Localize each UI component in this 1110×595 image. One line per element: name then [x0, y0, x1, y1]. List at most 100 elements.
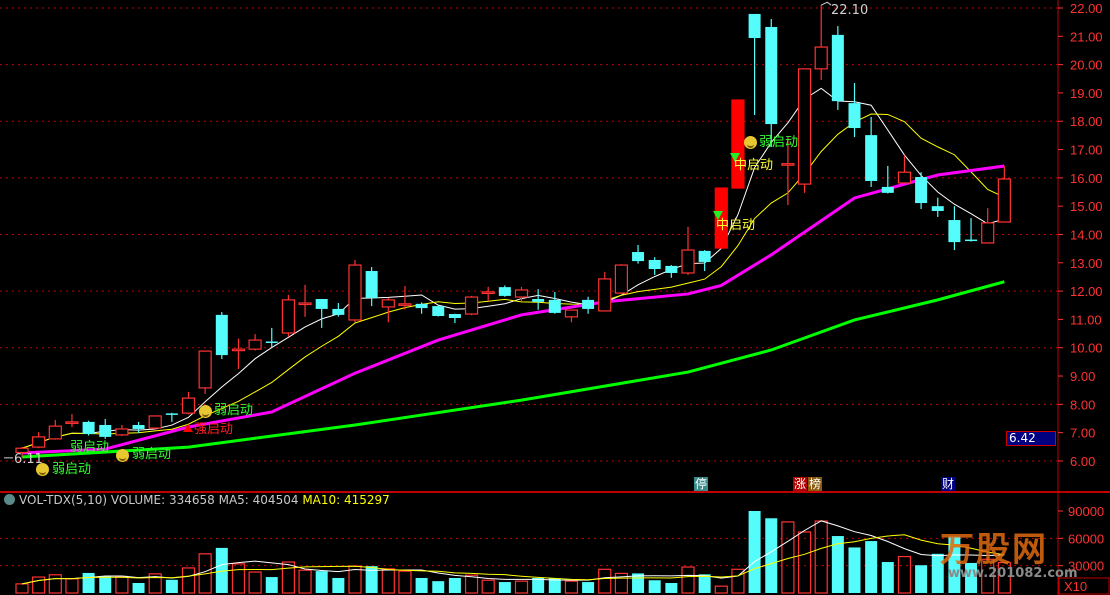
candle-body [481, 291, 495, 295]
volume-bar [881, 562, 894, 593]
candle-body [215, 314, 228, 356]
candle-body [132, 425, 145, 429]
price-tick-label: 19.00 [1070, 86, 1103, 101]
candle-body [115, 428, 129, 436]
watermark-logo: 万股网 [940, 530, 1048, 570]
rank-tag[interactable]: 榜 [808, 477, 823, 491]
candle-body [48, 425, 62, 440]
volume-bar [415, 577, 428, 593]
volume-bar [598, 568, 612, 594]
price-ma-line [21, 280, 1005, 459]
volume-bar [215, 547, 228, 593]
volume-bar [765, 518, 778, 593]
price-tick-label: 13.00 [1070, 256, 1103, 271]
candle-body [831, 34, 844, 102]
candle-body [765, 26, 778, 125]
arrow-up-icon [183, 424, 193, 432]
volume-bar [797, 531, 812, 594]
candle-body [564, 309, 579, 318]
price-tick-label: 12.00 [1070, 284, 1103, 299]
candle-body [464, 296, 479, 315]
price-ma-line [21, 164, 1005, 455]
volume-bar [365, 566, 378, 593]
volume-bar [965, 562, 978, 593]
candle-body [731, 99, 745, 189]
candle-body [165, 413, 178, 415]
limit-up-tag[interactable]: 涨 [793, 477, 808, 491]
candle-body [231, 348, 246, 352]
candle-body [398, 303, 412, 306]
price-tick-label: 22.00 [1070, 1, 1103, 16]
smiley-icon [116, 449, 129, 462]
price-tick-label: 9.00 [1070, 369, 1095, 384]
candle-body [814, 46, 828, 70]
volume-bar [165, 579, 178, 593]
candle-body [897, 171, 912, 184]
candle-body [582, 299, 595, 309]
candle-body [848, 103, 861, 129]
volume-bar [48, 574, 62, 594]
signal-weak-start: 弱启动 [52, 462, 92, 477]
volume-tick-label: 90000 [1068, 504, 1104, 519]
high-price-label: 22.10 [831, 3, 869, 18]
candle-body [298, 302, 312, 306]
volume-bar [99, 576, 112, 593]
volume-bar [298, 569, 312, 594]
candle-body [15, 447, 29, 454]
volume-bar [464, 574, 479, 594]
candle-body [415, 303, 428, 309]
signal-weak-start: 弱启动 [214, 403, 254, 418]
candle-body [881, 186, 894, 193]
signal-medium-start: 中启动 [716, 218, 756, 233]
price-tick-label: 17.00 [1070, 143, 1103, 158]
candle-body [32, 436, 46, 448]
high-marker [820, 1, 832, 6]
candle-body [99, 425, 112, 437]
candle-body [181, 397, 196, 414]
volume-bar [231, 563, 246, 594]
candle-body [981, 222, 995, 244]
candle-body [698, 250, 711, 262]
volume-bar [931, 553, 944, 593]
volume-bar [814, 520, 828, 594]
volume-bar [698, 574, 711, 593]
candle-body [332, 308, 345, 315]
candle-body [548, 299, 561, 313]
volume-bar [665, 582, 678, 593]
candle-body [931, 206, 944, 211]
candle-body [498, 287, 511, 296]
candle-body [781, 163, 795, 166]
indicator-settings-icon[interactable] [4, 494, 15, 505]
volume-legend: VOL-TDX(5,10) VOLUME: 334658 MA5: 404504… [4, 493, 390, 507]
candle-body [865, 135, 878, 181]
watermark-url: www.201082.com [948, 566, 1078, 581]
volume-tick-label: 30000 [1068, 559, 1104, 574]
price-tick-label: 6.00 [1070, 454, 1095, 469]
price-tick-label: 20.00 [1070, 58, 1103, 73]
price-tick-label: 7.00 [1070, 426, 1095, 441]
volume-bar [398, 570, 412, 594]
volume-bar [997, 561, 1011, 594]
volume-bar [315, 571, 328, 593]
volume-bar [897, 555, 912, 594]
signal-weak-start: 弱启动 [132, 447, 172, 462]
volume-bar [648, 580, 661, 593]
low-price-label: 6.11 [14, 452, 43, 467]
ma5-value: MA5: 404504 [218, 493, 299, 507]
volume-bar [481, 579, 495, 594]
finance-tag[interactable]: 财 [941, 477, 956, 491]
volume-bar [248, 571, 262, 594]
price-tick-label: 16.00 [1070, 171, 1103, 186]
candle-body [365, 270, 378, 298]
candle-body [681, 249, 695, 274]
volume-bar [582, 582, 595, 593]
current-price-marker: 6.42 [1006, 431, 1056, 446]
volume-bar [532, 577, 545, 593]
volume-bar [948, 536, 961, 593]
halt-tag[interactable]: 停 [694, 477, 709, 491]
signal-weak-start: 弱启动 [70, 440, 110, 455]
indicator-name[interactable]: VOL-TDX(5,10) [19, 493, 108, 507]
volume-value: VOLUME: 334658 [110, 493, 215, 507]
smiley-icon [744, 136, 757, 149]
candle-body [348, 264, 362, 321]
